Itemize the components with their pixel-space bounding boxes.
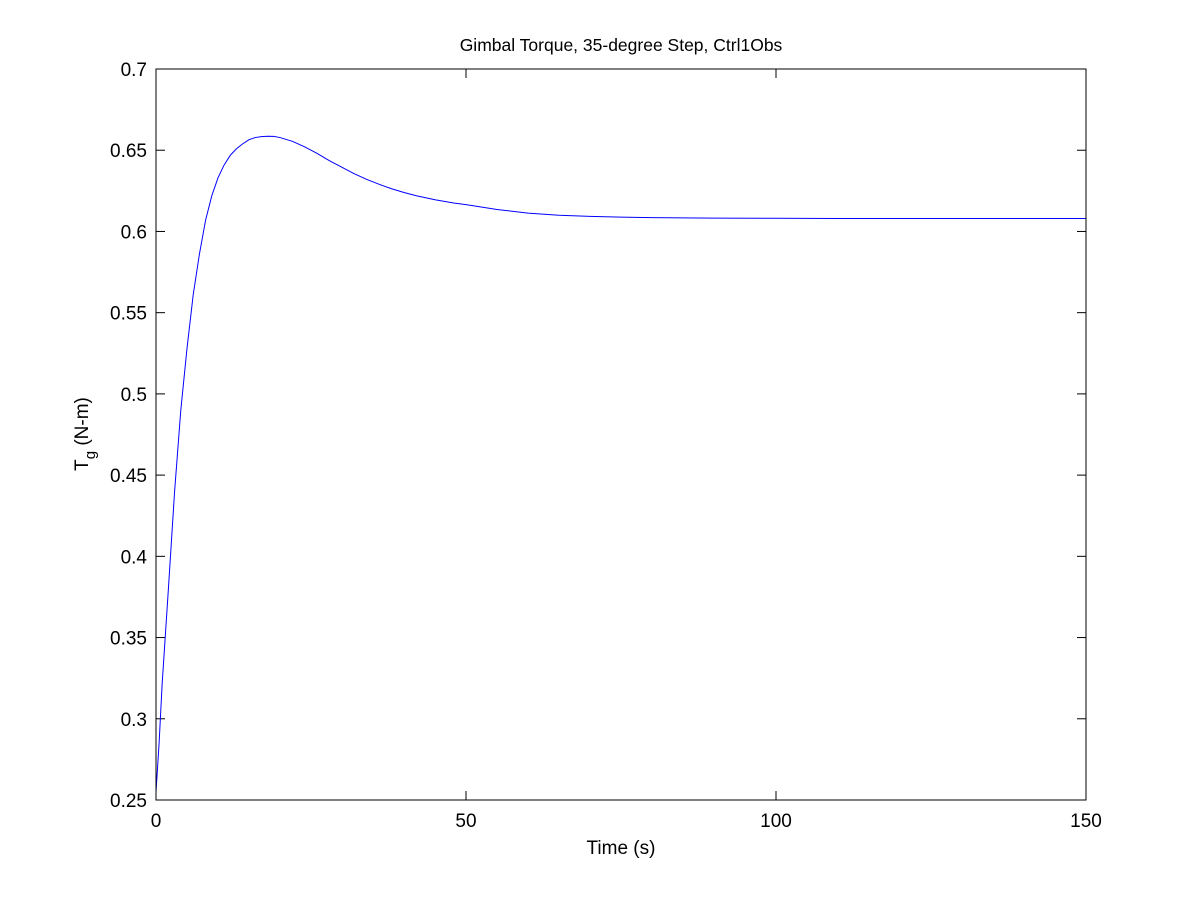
y-tick-label: 0.35 [110, 629, 147, 650]
x-tick-label: 150 [1070, 811, 1102, 832]
y-axis-label: Tg (N-m) [72, 397, 99, 471]
x-tick-label: 0 [151, 811, 162, 832]
y-tick-label: 0.3 [121, 710, 147, 731]
y-tick-label: 0.7 [121, 60, 147, 81]
y-tick-labels: 0.25 0.3 0.35 0.4 0.45 0.5 0.55 0.6 0.65 0.7 [110, 60, 147, 812]
plot-area [156, 69, 1086, 800]
series-line [155, 135, 1086, 792]
chart-title: Gimbal Torque, 35-degree Step, Ctrl1Obs [460, 35, 783, 55]
y-tick-label: 0.5 [121, 385, 147, 406]
y-tick-label: 0.4 [121, 547, 148, 568]
y-tick-label: 0.55 [110, 304, 147, 325]
y-axis-label-unit: (N-m) [72, 397, 93, 451]
y-tick-label: 0.65 [110, 141, 147, 162]
x-axis-label: Time (s) [587, 838, 656, 859]
y-tick-label: 0.6 [121, 222, 147, 243]
x-tick-labels: 0 50 100 150 [151, 811, 1102, 832]
y-axis-label-subscript: g [82, 451, 99, 459]
x-tick-label: 50 [455, 811, 476, 832]
y-tick-label: 0.25 [110, 791, 147, 812]
x-tick-label: 100 [760, 811, 792, 832]
plot-frame [155, 68, 1087, 801]
y-axis-label-main: T [72, 459, 93, 471]
y-tick-label: 0.45 [110, 466, 147, 487]
